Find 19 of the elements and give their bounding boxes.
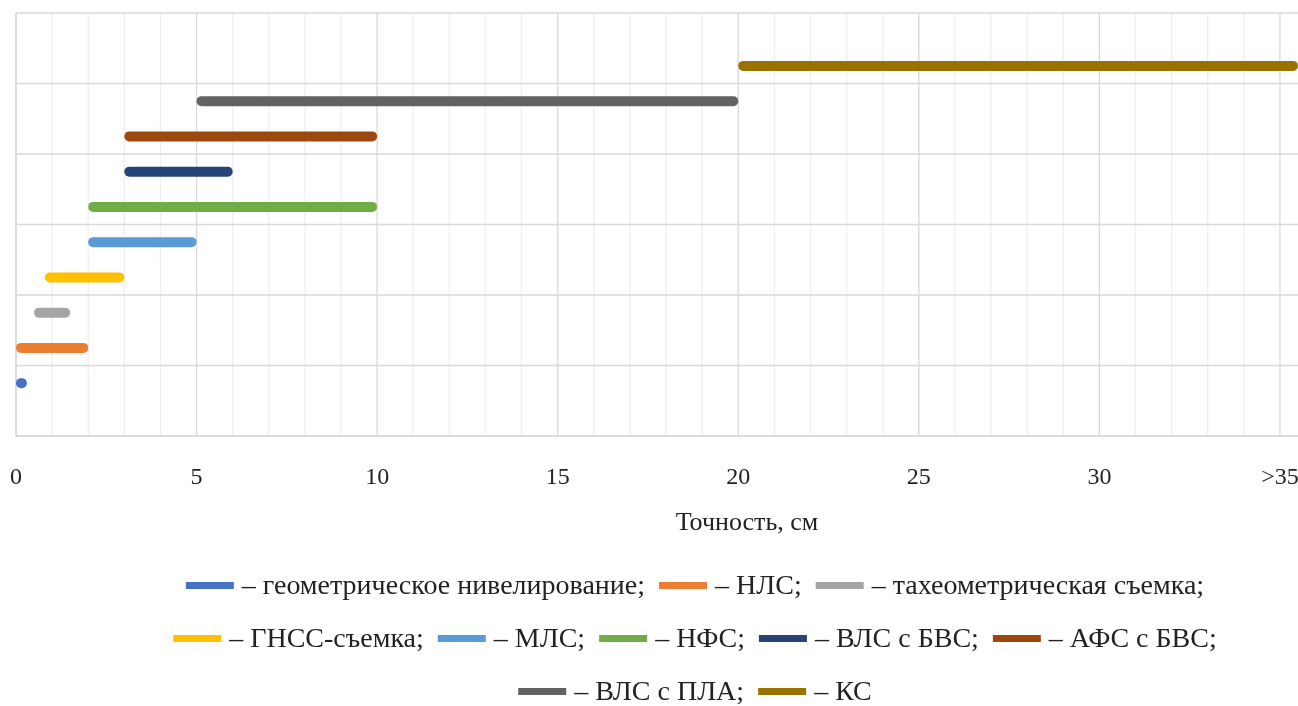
x-tick-label: >35: [1261, 463, 1298, 489]
legend-label: – НФС;: [654, 622, 745, 653]
x-tick-label: 0: [10, 463, 22, 489]
x-tick-label: 30: [1087, 463, 1112, 489]
legend-label: – геометрическое нивелирование;: [240, 569, 646, 600]
x-tick-label: 25: [906, 463, 931, 489]
legend-label: – КС: [813, 675, 872, 706]
legend-label: – тахеометрическая съемка;: [870, 569, 1205, 600]
x-tick-label: 5: [190, 463, 203, 489]
x-axis-title: Точность, см: [675, 507, 819, 536]
legend-label: – ВЛС с БВС;: [813, 622, 979, 653]
legend-label: – МЛС;: [492, 622, 586, 653]
legend-label: – ГНСС-съемка;: [228, 622, 424, 653]
legend-label: – НЛС;: [714, 569, 802, 600]
legend-label: – ВЛС с ПЛА;: [573, 675, 745, 706]
x-tick-label: 10: [365, 463, 390, 489]
legend-label: – АФС с БВС;: [1047, 622, 1217, 653]
x-tick-label: 20: [726, 463, 751, 489]
x-tick-label: 15: [545, 463, 570, 489]
